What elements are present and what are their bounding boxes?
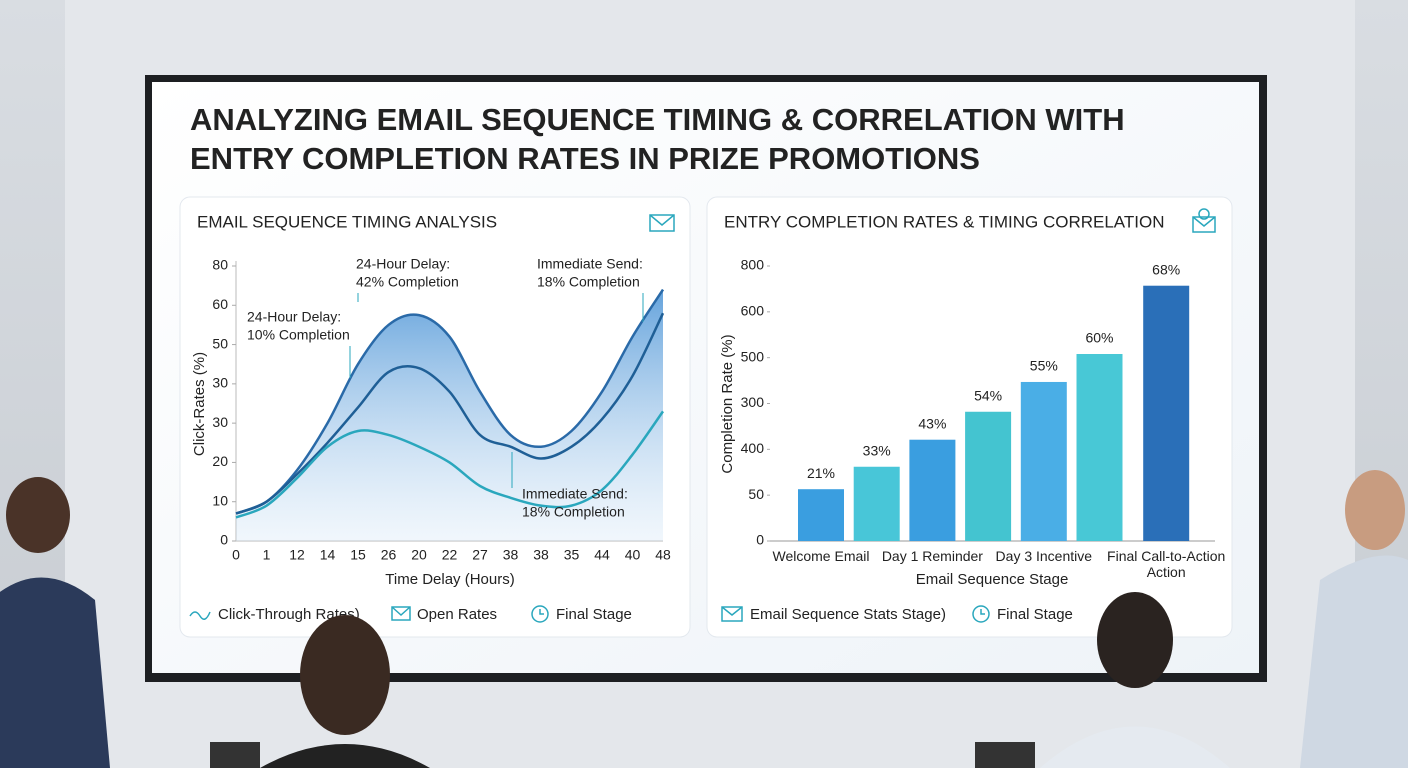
x-tick-label: Day 1 Reminder (881, 548, 983, 564)
y-tick-label: 30 (212, 414, 228, 430)
legend-label: Final Stage (997, 606, 1073, 623)
bar-percent-label: 43% (918, 415, 946, 431)
x-tick-label: Day 3 Incentive (995, 548, 1093, 564)
annotation: 10% Completion (247, 327, 350, 343)
panel-title: ENTRY COMPLETION RATES & TIMING CORRELAT… (724, 212, 1165, 231)
y-tick-label: 0 (220, 532, 228, 548)
y-tick-label: 30 (212, 375, 228, 391)
x-tick-label: 44 (594, 547, 610, 563)
x-tick-label: 48 (655, 547, 671, 563)
bar-percent-label: 68% (1152, 261, 1180, 277)
x-tick-label: 22 (442, 547, 458, 563)
y-tick-label: 20 (212, 453, 228, 469)
y-tick-label: 300 (741, 394, 765, 410)
bar-percent-label: 33% (863, 442, 891, 458)
bar (853, 466, 900, 541)
series-line (235, 288, 665, 515)
annotation: 42% Completion (356, 274, 459, 290)
series-line (235, 410, 665, 519)
legend-label: Email Sequence Stats Stage) (750, 606, 946, 623)
annotation: Immediate Send: (522, 486, 628, 502)
legend-label: Final Stage (556, 606, 632, 623)
y-tick-label: 0 (756, 532, 764, 548)
x-tick-label: 38 (503, 547, 519, 563)
x-tick-label: 20 (411, 547, 427, 563)
x-tick-label-box: Day 3 Incentive (995, 548, 1093, 564)
y-tick-label: 60 (212, 296, 228, 312)
series-area (236, 289, 663, 541)
title-line: ANALYZING EMAIL SEQUENCE TIMING & CORREL… (190, 102, 1125, 137)
x-tick-label: 40 (625, 547, 641, 563)
x-tick-label-box: Welcome Email (772, 548, 870, 564)
y-tick-label: 500 (741, 348, 765, 364)
y-tick-label: 50 (212, 335, 228, 351)
y-tick-label: 80 (212, 257, 228, 273)
legend-label: Click-Through Rates) (218, 606, 360, 623)
x-tick-label: Final Call-to-Action Action (1107, 548, 1226, 580)
line-chart: EMAIL SEQUENCE TIMING ANALYSIS0102030305… (191, 212, 671, 622)
y-tick-label: 50 (748, 486, 764, 502)
x-tick-label-box: Final Call-to-Action Action (1107, 548, 1226, 580)
bar-percent-label: 55% (1030, 358, 1058, 374)
icon (189, 208, 1216, 623)
annotation: 18% Completion (522, 504, 625, 520)
bar-percent-label: 60% (1085, 330, 1113, 346)
y-tick-label: 800 (741, 257, 765, 273)
x-axis-title: Time Delay (Hours) (385, 571, 514, 588)
bar (909, 439, 956, 541)
x-tick-label: 14 (320, 547, 336, 563)
y-tick-label: 10 (212, 492, 228, 508)
title-line: ENTRY COMPLETION RATES IN PRIZE PROMOTIO… (190, 141, 980, 176)
x-tick-label: 12 (289, 547, 305, 563)
legend-label: Open Rates (417, 606, 497, 623)
bar-chart: ENTRY COMPLETION RATES & TIMING CORRELAT… (719, 212, 1226, 623)
bar-percent-label: 21% (807, 465, 835, 481)
bar (1143, 285, 1190, 541)
annotation: 24-Hour Delay: (356, 256, 450, 272)
bar (1020, 381, 1067, 541)
x-tick-label: Welcome Email (772, 548, 870, 564)
annotation: Immediate Send: (537, 256, 643, 272)
bar (1076, 354, 1123, 541)
audience (0, 470, 1408, 768)
series-line (235, 312, 665, 515)
x-tick-label: 15 (350, 547, 366, 563)
bar (965, 411, 1012, 541)
y-axis-title: Click-Rates (%) (191, 352, 208, 456)
x-tick-label: 27 (472, 547, 488, 563)
y-tick-label: 600 (741, 303, 765, 319)
y-tick-label: 400 (741, 440, 765, 456)
x-tick-label: 38 (533, 547, 549, 563)
x-tick-label-box: Day 1 Reminder (881, 548, 983, 564)
y-axis-title: Completion Rate (%) (719, 334, 736, 473)
x-tick-label: 0 (232, 547, 240, 563)
bar-percent-label: 54% (974, 387, 1002, 403)
bar (798, 489, 844, 541)
x-tick-label: 35 (564, 547, 580, 563)
x-axis-title: Email Sequence Stage (916, 571, 1069, 588)
panel-title: EMAIL SEQUENCE TIMING ANALYSIS (197, 212, 497, 231)
annotation: 18% Completion (537, 274, 640, 290)
x-tick-label: 26 (381, 547, 397, 563)
x-tick-label: 1 (263, 547, 271, 563)
annotation: 24-Hour Delay: (247, 309, 341, 325)
